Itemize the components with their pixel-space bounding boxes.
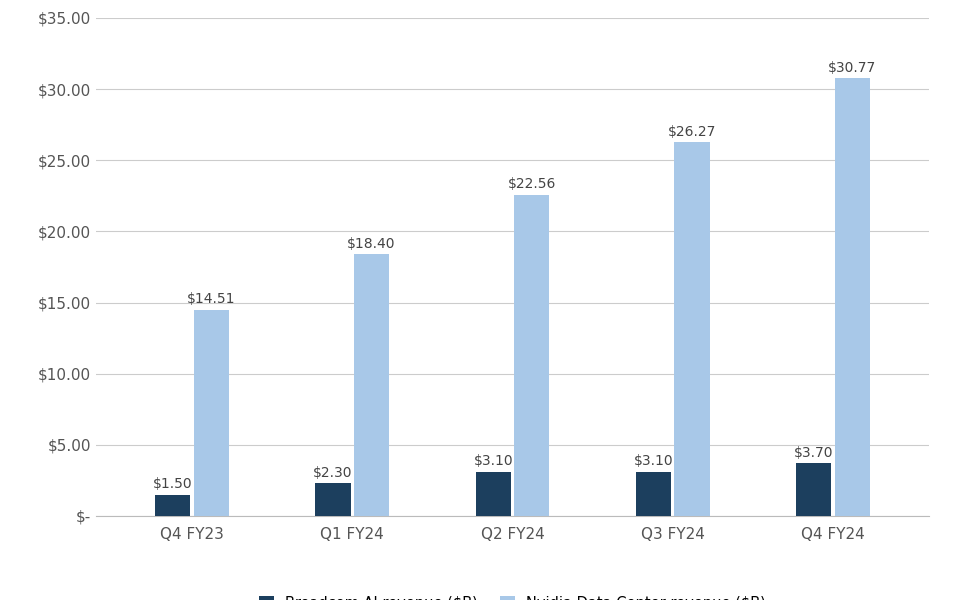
Text: $14.51: $14.51 — [187, 292, 236, 306]
Text: $22.56: $22.56 — [508, 178, 556, 191]
Bar — [155, 494, 191, 516]
Text: $1.50: $1.50 — [153, 477, 193, 491]
Bar — [796, 463, 832, 516]
Text: $3.70: $3.70 — [794, 446, 833, 460]
Bar — [834, 78, 870, 516]
Bar — [514, 195, 549, 516]
Text: $3.10: $3.10 — [634, 454, 673, 469]
Bar — [354, 254, 389, 516]
Text: $18.40: $18.40 — [347, 236, 396, 251]
Bar — [194, 310, 229, 516]
Bar — [476, 472, 511, 516]
Text: $30.77: $30.77 — [829, 61, 877, 74]
Text: $2.30: $2.30 — [313, 466, 353, 480]
Bar — [636, 472, 672, 516]
Bar — [315, 483, 351, 516]
Bar — [674, 142, 710, 516]
Text: $3.10: $3.10 — [473, 454, 513, 469]
Text: $26.27: $26.27 — [668, 125, 717, 139]
Legend: Broadcom AI revenue ($B), Nvidia Data Center revenue ($B): Broadcom AI revenue ($B), Nvidia Data Ce… — [252, 588, 773, 600]
